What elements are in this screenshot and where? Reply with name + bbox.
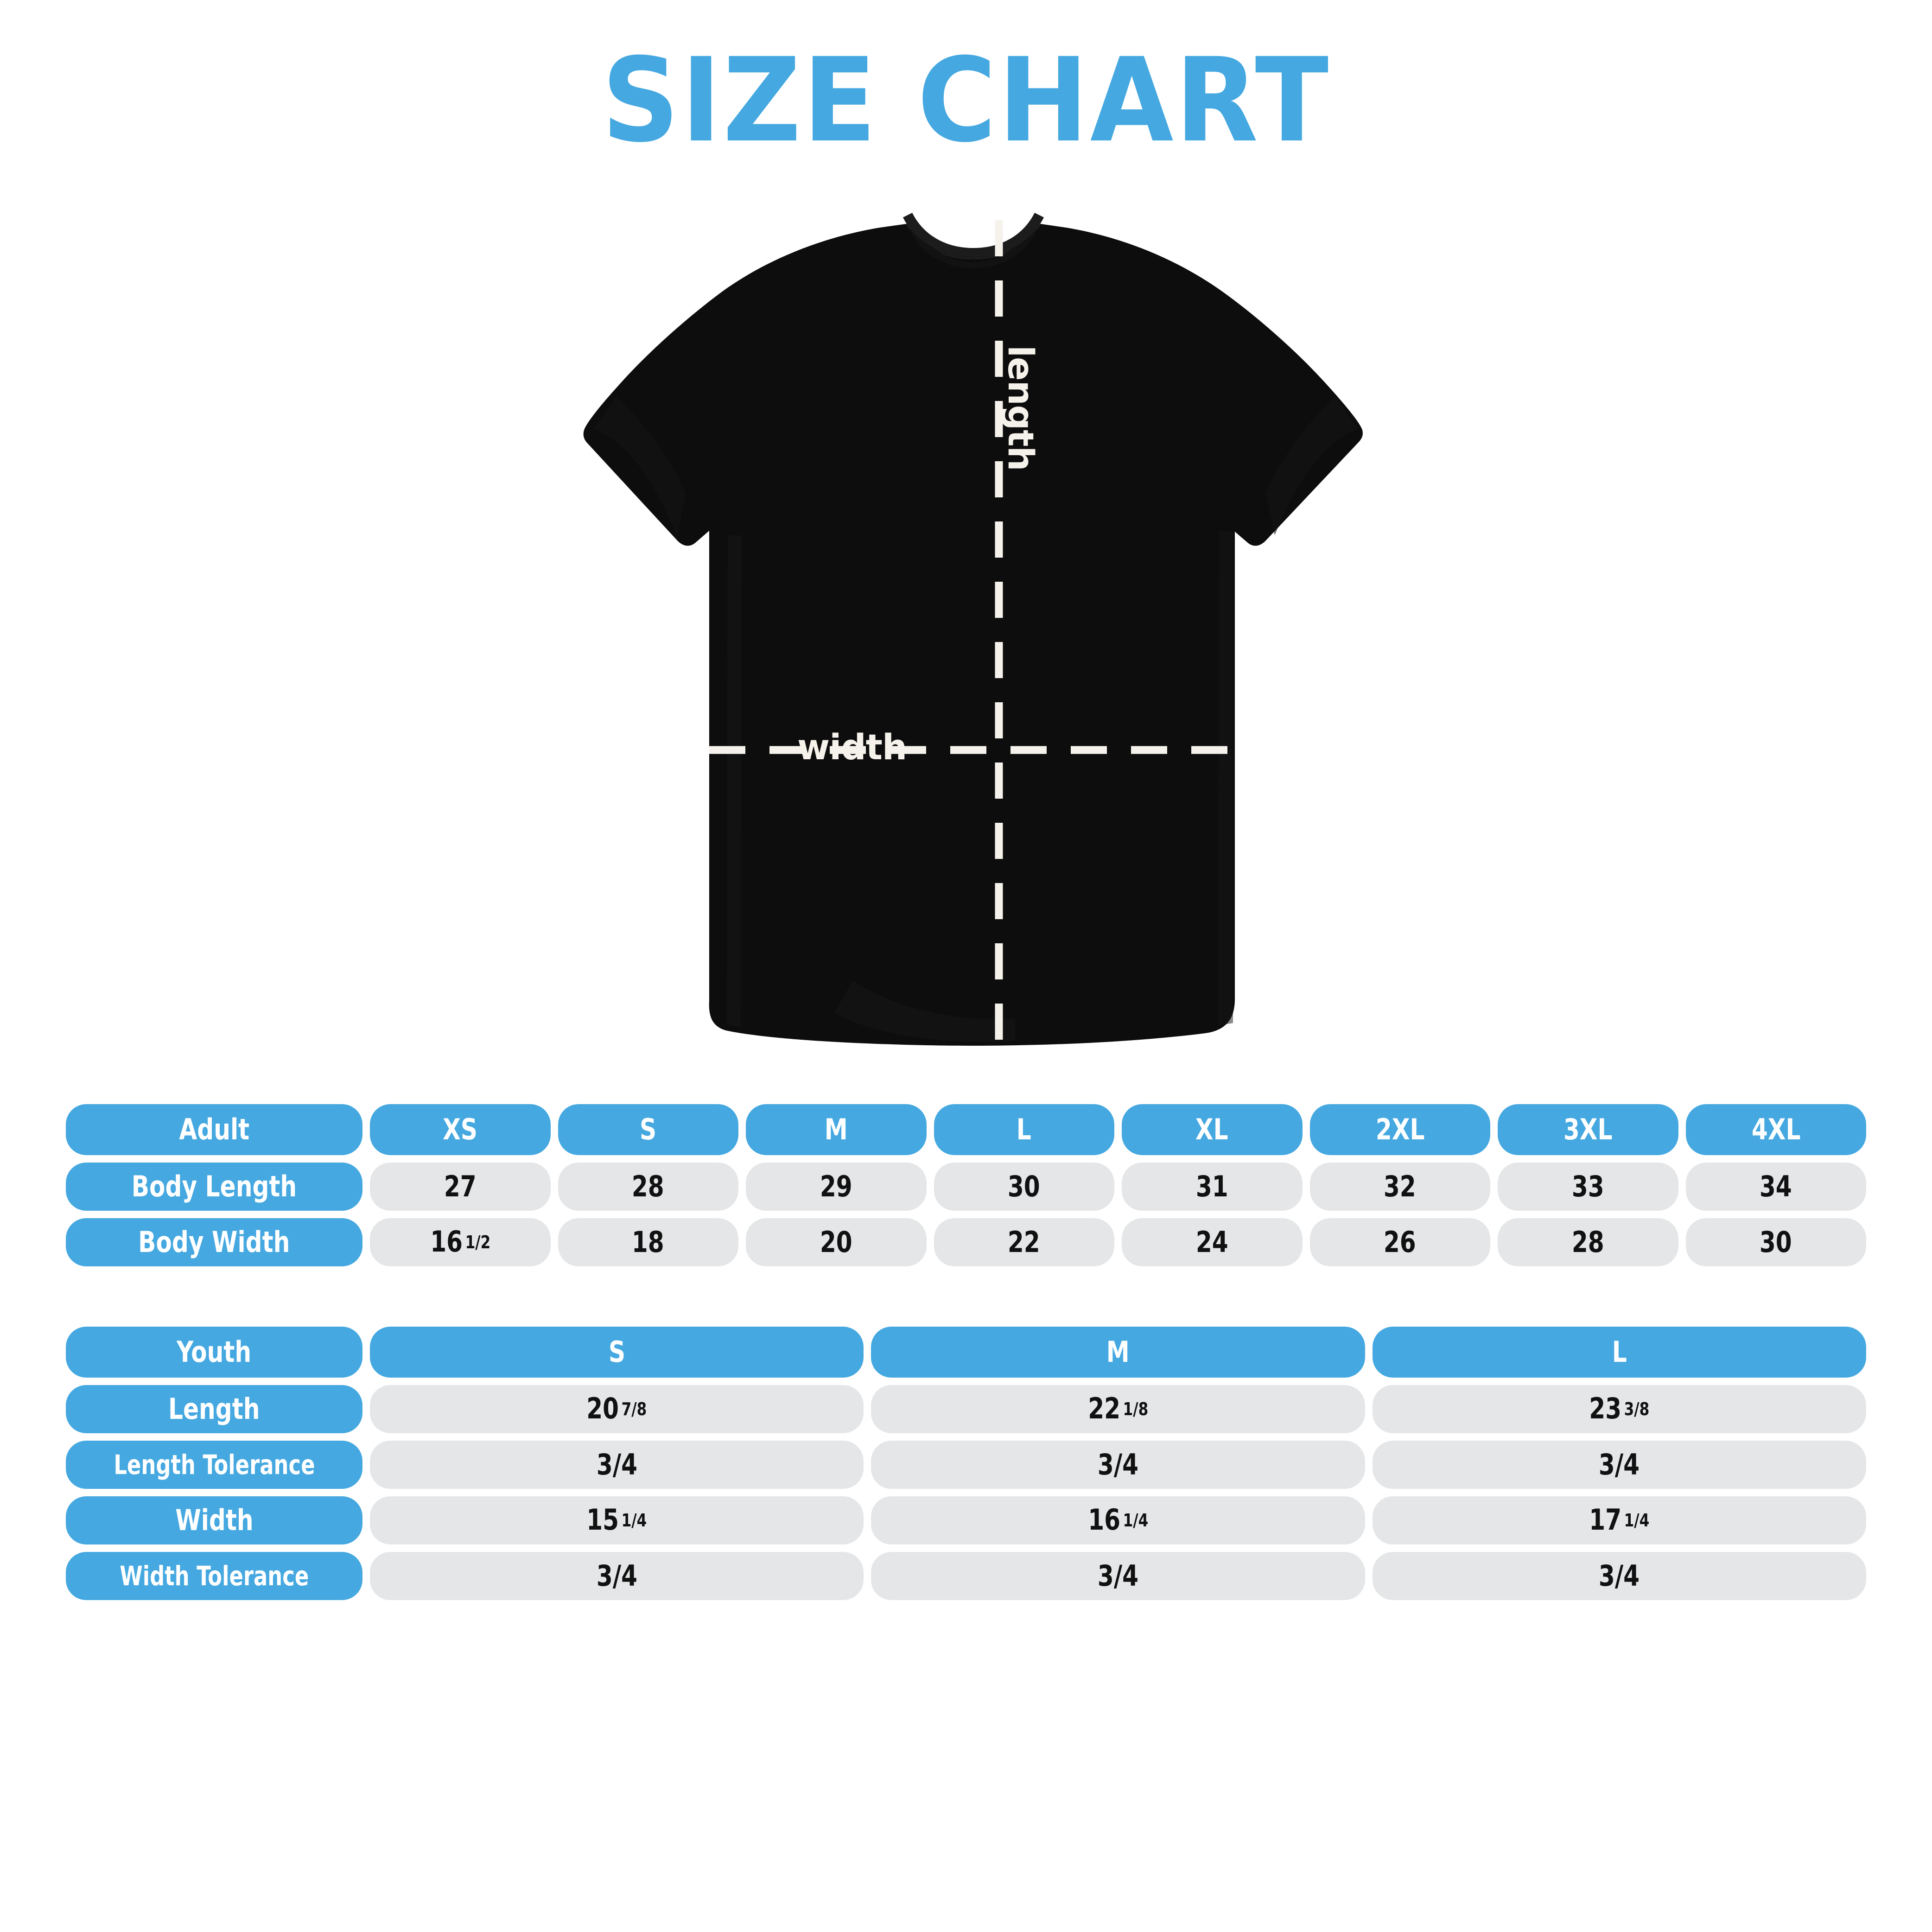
length-tolerance-s: 3/4 — [370, 1441, 864, 1489]
adult-size-table: Adult XS S M L XL 2XL — [66, 1104, 1866, 1266]
table-row: Body Length 27 28 29 30 31 32 — [66, 1163, 1866, 1211]
body-width-2xl: 26 — [1309, 1218, 1490, 1266]
adult-header-label: Adult — [179, 1112, 249, 1146]
column-header-m: M — [746, 1104, 927, 1155]
youth-size-table: Youth S M L Length 20 7/8 — [66, 1327, 1866, 1600]
length-dimension-label: length — [1000, 345, 1042, 471]
width-tolerance-m: 3/4 — [871, 1552, 1365, 1600]
width-tolerance-l: 3/4 — [1372, 1552, 1866, 1600]
table-separator — [66, 1274, 1866, 1327]
column-header-xl: XL — [1122, 1104, 1303, 1155]
youth-column-header-s: S — [370, 1327, 864, 1378]
youth-length-m: 22 1/8 — [871, 1385, 1365, 1433]
page-title: SIZE CHART — [602, 33, 1330, 168]
body-length-l: 30 — [934, 1163, 1114, 1211]
length-tolerance-l: 3/4 — [1372, 1441, 1866, 1489]
youth-header-label: Youth — [177, 1335, 252, 1369]
table-row: Length Tolerance 3/4 3/4 3/4 — [66, 1441, 1866, 1489]
youth-length-l: 23 3/8 — [1372, 1385, 1866, 1433]
row-header-body-width: Body Width — [66, 1218, 362, 1266]
size-tables: Adult XS S M L XL 2XL — [66, 1104, 1866, 1608]
column-header-4xl: 4XL — [1685, 1104, 1866, 1155]
youth-width-s: 15 1/4 — [370, 1496, 864, 1544]
table-row: Youth S M L — [66, 1327, 1866, 1378]
body-length-xl: 31 — [1122, 1163, 1303, 1211]
row-header-body-length: Body Length — [66, 1163, 362, 1211]
column-header-l: L — [934, 1104, 1114, 1155]
row-header-length-tolerance: Length Tolerance — [66, 1441, 362, 1489]
length-tolerance-m: 3/4 — [871, 1441, 1365, 1489]
tshirt-icon — [583, 213, 1363, 1046]
body-length-s: 28 — [558, 1163, 738, 1211]
row-header-youth-width: Width — [66, 1496, 362, 1544]
body-width-l: 22 — [934, 1218, 1114, 1266]
body-length-xs: 27 — [370, 1163, 551, 1211]
youth-width-m: 16 1/4 — [871, 1496, 1365, 1544]
table-row: Adult XS S M L XL 2XL — [66, 1104, 1866, 1155]
row-header-youth-length: Length — [66, 1385, 362, 1433]
youth-column-header-m: M — [871, 1327, 1365, 1378]
body-width-m: 20 — [746, 1218, 927, 1266]
body-width-4xl: 30 — [1685, 1218, 1866, 1266]
column-header-xs: XS — [370, 1104, 551, 1155]
body-width-xl: 24 — [1122, 1218, 1303, 1266]
tshirt-illustration: width length — [510, 211, 1442, 1059]
width-tolerance-s: 3/4 — [370, 1552, 864, 1600]
column-header-2xl: 2XL — [1309, 1104, 1490, 1155]
table-row: Body Width 16 1/2 18 20 22 24 26 — [66, 1218, 1866, 1266]
body-width-3xl: 28 — [1498, 1218, 1678, 1266]
column-header-3xl: 3XL — [1498, 1104, 1678, 1155]
row-header-width-tolerance: Width Tolerance — [66, 1552, 362, 1600]
body-length-4xl: 34 — [1685, 1163, 1866, 1211]
table-row: Width 15 1/4 16 1/4 17 1/4 — [66, 1496, 1866, 1544]
column-header-s: S — [558, 1104, 738, 1155]
youth-column-header-l: L — [1372, 1327, 1866, 1378]
width-dimension-label: width — [797, 726, 907, 768]
table-row: Length 20 7/8 22 1/8 23 3/8 — [66, 1385, 1866, 1433]
body-length-2xl: 32 — [1309, 1163, 1490, 1211]
table-row: Width Tolerance 3/4 3/4 3/4 — [66, 1552, 1866, 1600]
adult-header-cell: Adult — [66, 1104, 362, 1155]
youth-width-l: 17 1/4 — [1372, 1496, 1866, 1544]
youth-length-s: 20 7/8 — [370, 1385, 864, 1433]
youth-header-cell: Youth — [66, 1327, 362, 1378]
body-width-xs: 16 1/2 — [370, 1218, 551, 1266]
body-width-s: 18 — [558, 1218, 738, 1266]
body-length-m: 29 — [746, 1163, 927, 1211]
body-length-3xl: 33 — [1498, 1163, 1678, 1211]
